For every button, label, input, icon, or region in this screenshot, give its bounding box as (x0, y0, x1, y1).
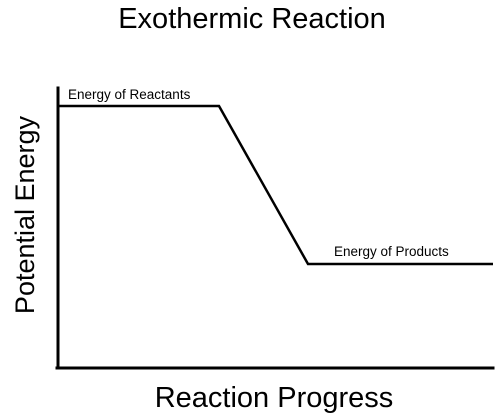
y-axis-label: Potential Energy (10, 115, 40, 314)
reactants-energy-label: Energy of Reactants (68, 87, 191, 102)
x-axis-label: Reaction Progress (155, 382, 394, 414)
energy-profile-line (58, 104, 493, 266)
diagram-title: Exothermic Reaction (118, 3, 386, 35)
products-energy-label: Energy of Products (334, 244, 449, 259)
